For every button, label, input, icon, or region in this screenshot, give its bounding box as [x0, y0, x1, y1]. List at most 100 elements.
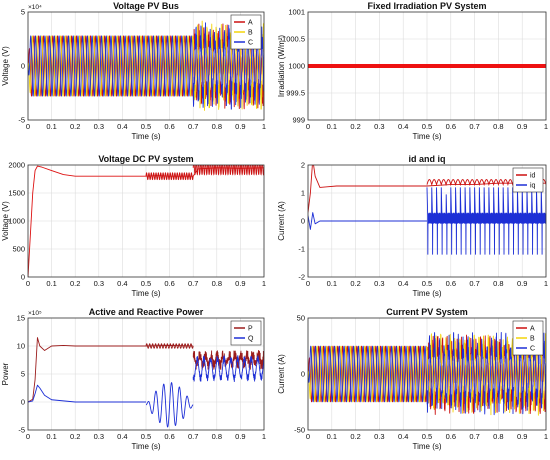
y-tick-label: 500 [12, 245, 25, 254]
x-tick-label: 1 [544, 432, 548, 441]
axis-multiplier: ×10⁵ [28, 310, 42, 317]
x-tick-label: 0.8 [212, 432, 222, 441]
plot-area [308, 165, 546, 255]
x-tick-label: 0.5 [422, 432, 432, 441]
x-tick-label: 0.4 [117, 279, 127, 288]
x-tick-label: 0.2 [350, 279, 360, 288]
y-tick-label: 0 [21, 273, 25, 282]
x-tick-label: 0.1 [46, 122, 56, 131]
x-tick-label: 0.9 [517, 122, 527, 131]
x-tick-label: 0.2 [70, 122, 80, 131]
x-tick-label: 0.3 [94, 279, 104, 288]
x-tick-label: 0.8 [212, 122, 222, 131]
legend: PQ [230, 320, 262, 346]
x-tick-label: 1 [544, 279, 548, 288]
y-tick-label: 0 [301, 370, 305, 379]
y-tick-label: -1 [298, 245, 305, 254]
y-tick-label: 2 [301, 161, 305, 170]
x-tick-label: 0.8 [212, 279, 222, 288]
x-axis-label: Time (s) [131, 289, 160, 298]
y-axis-label: Irradiation (W/m²) [277, 35, 286, 98]
legend-label: Q [248, 336, 254, 343]
plot-area [28, 20, 264, 111]
chart-title: Voltage DC PV system [98, 154, 193, 164]
legend-label: A [248, 20, 253, 27]
y-tick-label: 1000 [8, 217, 25, 226]
dc-ripple-line [145, 172, 194, 181]
x-tick-label: 0.5 [141, 279, 151, 288]
plot-area [28, 165, 264, 277]
x-tick-label: 0.5 [422, 279, 432, 288]
x-axis-label: Time (s) [412, 289, 441, 298]
x-tick-label: 0.8 [493, 122, 503, 131]
x-tick-label: 1 [262, 279, 266, 288]
x-tick-label: 0.4 [117, 432, 127, 441]
series-line-A [28, 23, 264, 110]
chart-title: Active and Reactive Power [89, 307, 204, 317]
x-tick-label: 0.5 [141, 432, 151, 441]
y-tick-label: 0 [301, 217, 305, 226]
legend: ABC [230, 14, 262, 50]
x-tick-label: 1 [262, 122, 266, 131]
q-oscillation-line [145, 382, 194, 428]
chart-id-iq: 0 0.1 0.2 0.3 0.4 0.5 0.6 0.7 0.8 0.9 1 -2 -1 0 1 2 id a… [277, 154, 548, 298]
y-tick-label: 5 [21, 8, 25, 17]
x-tick-label: 0.3 [94, 432, 104, 441]
p-disturbed-line [192, 350, 264, 370]
y-tick-label: 50 [297, 314, 305, 323]
x-axis-label: Time (s) [412, 442, 441, 451]
dc-ripple-line-2 [192, 165, 264, 176]
axes-frame [307, 11, 547, 121]
x-tick-label: 0.3 [94, 122, 104, 131]
chart-current-pv-system: 0 0.1 0.2 0.3 0.4 0.5 0.6 0.7 0.8 0.9 1-50050Curre… [277, 307, 548, 451]
x-axis-label: Time (s) [131, 132, 160, 141]
x-tick-label: 0.1 [46, 432, 56, 441]
legend: ABC [512, 320, 544, 356]
x-tick-label: 0.4 [398, 122, 408, 131]
x-tick-label: 0.4 [398, 432, 408, 441]
x-tick-label: 0.6 [446, 279, 456, 288]
axes-frame [27, 317, 265, 431]
y-tick-label: -5 [18, 116, 25, 125]
legend-label: A [530, 326, 535, 333]
x-tick-label: 0.9 [517, 279, 527, 288]
x-tick-label: 0.6 [164, 279, 174, 288]
y-tick-label: -5 [18, 426, 25, 435]
y-tick-label: 999 [292, 116, 305, 125]
chart-voltage-pv-bus: 0 0.1 0.2 0.3 0.4 0.5 0.6 0.7 0.8 0.9 1-505Voltage… [1, 1, 266, 141]
legend-label: id [530, 173, 536, 180]
y-tick-label: -2 [298, 273, 305, 282]
axes-frame [307, 164, 547, 278]
x-tick-label: 0.2 [350, 432, 360, 441]
y-axis-label: Current (A) [277, 201, 286, 241]
x-tick-label: 0.2 [350, 122, 360, 131]
x-tick-label: 0.1 [46, 279, 56, 288]
x-tick-label: 0.6 [446, 122, 456, 131]
chart-voltage-dc: 0 0.1 0.2 0.3 0.4 0.5 0.6 0.7 0.8 0.9 1 0 500 1000 150… [1, 154, 266, 298]
y-axis-label: Voltage (V) [1, 46, 10, 86]
chart-fixed-irradiation: 0 0.1 0.2 0.3 0.4 0.5 0.6 0.7 0.8 0.9 1 999 999.5 100… [277, 1, 548, 141]
y-tick-label: 1000.5 [282, 35, 305, 44]
x-tick-label: 0.5 [422, 122, 432, 131]
y-axis-label: Voltage (V) [1, 201, 10, 241]
y-tick-label: -50 [294, 426, 305, 435]
legend-label: B [248, 30, 253, 37]
x-axis-label: Time (s) [412, 132, 441, 141]
x-tick-label: 0.7 [188, 432, 198, 441]
axis-multiplier: ×10⁴ [28, 4, 42, 11]
x-axis-label: Time (s) [131, 442, 160, 451]
chart-title: Fixed Irradiation PV System [367, 1, 486, 11]
y-tick-label: 10 [17, 342, 25, 351]
x-tick-label: 0.7 [469, 432, 479, 441]
series-line-C [308, 332, 546, 416]
chart-active-reactive-power: 0 0.1 0.2 0.3 0.4 0.5 0.6 0.7 0.8 0.9 1-5051015Act… [1, 307, 266, 451]
series-line-P [28, 337, 194, 403]
p-oscillation-line [145, 343, 194, 349]
legend-label: iq [530, 183, 536, 190]
series-line-A [308, 333, 546, 415]
x-tick-label: 0.7 [188, 122, 198, 131]
x-tick-label: 0.5 [141, 122, 151, 131]
x-tick-label: 0.4 [398, 279, 408, 288]
x-tick-label: 0.9 [235, 279, 245, 288]
x-tick-label: 0 [306, 432, 310, 441]
